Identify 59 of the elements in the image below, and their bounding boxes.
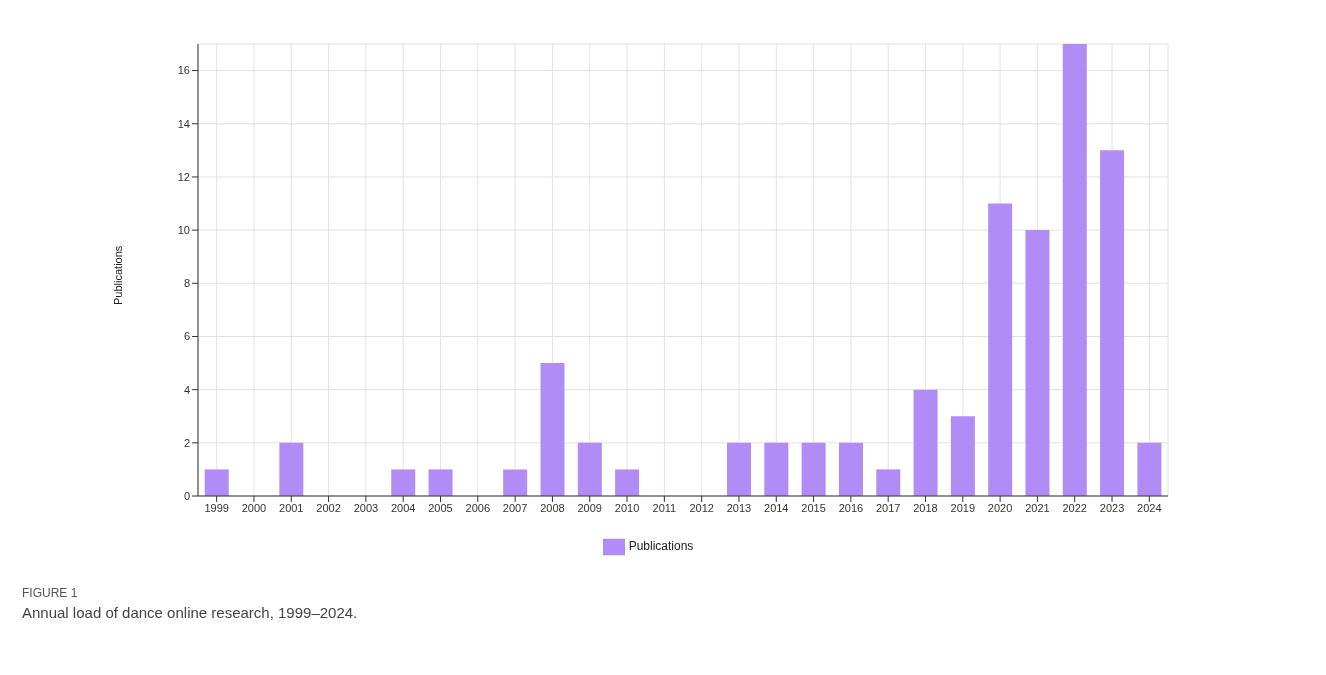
bar <box>913 389 938 496</box>
x-tick-label: 2001 <box>279 501 304 514</box>
bar <box>577 442 602 496</box>
x-tick-label: 2014 <box>764 501 789 514</box>
x-tick-label: 2003 <box>353 501 379 514</box>
bar <box>1137 442 1162 496</box>
bar <box>801 442 826 496</box>
legend-label: Publications <box>628 539 694 554</box>
x-tick-label: 2012 <box>689 501 714 514</box>
x-tick-label: 2008 <box>540 501 565 514</box>
x-tick-label: 2006 <box>465 501 491 514</box>
caption: FIGURE 1 <box>22 586 79 600</box>
y-tick-label: 16 <box>177 64 190 77</box>
y-tick-label: 10 <box>177 224 190 237</box>
x-tick-label: 2011 <box>652 501 677 514</box>
bar <box>391 469 416 496</box>
bar <box>876 469 901 496</box>
x-tick-label: 2024 <box>1137 501 1162 514</box>
y-tick-label: 0 <box>183 489 190 502</box>
bar <box>1062 44 1087 496</box>
x-tick-label: 2007 <box>502 501 528 514</box>
x-tick-label: 2009 <box>577 501 602 514</box>
y-tick-label: 6 <box>183 330 190 343</box>
bar <box>764 442 789 496</box>
bar <box>1025 230 1050 496</box>
y-tick-label: 8 <box>183 277 190 290</box>
x-tick-label: 2010 <box>614 501 640 514</box>
bar <box>838 442 863 496</box>
x-tick-label: 2005 <box>428 501 453 514</box>
x-tick-label: 2004 <box>390 501 416 514</box>
y-tick-label: 2 <box>183 436 190 449</box>
x-tick-label: 1999 <box>204 501 229 514</box>
bar <box>279 442 304 496</box>
x-tick-label: 2020 <box>987 501 1013 514</box>
x-tick-label: 2013 <box>726 501 752 514</box>
text: Annual load of dance online research, 1999–2024. <box>22 604 359 621</box>
bar <box>540 363 565 496</box>
x-tick-label: 2023 <box>1099 501 1125 514</box>
bar <box>204 469 229 496</box>
bar <box>950 416 975 496</box>
y-axis-title: Publications <box>111 245 124 305</box>
bar <box>503 469 528 496</box>
y-tick-label: 14 <box>177 117 190 130</box>
x-tick-label: 2022 <box>1062 501 1087 514</box>
bar <box>1100 150 1125 496</box>
y-tick-label: 12 <box>177 170 190 183</box>
x-tick-label: 2015 <box>801 501 826 514</box>
x-tick-label: 2018 <box>913 501 938 514</box>
bar <box>428 469 453 496</box>
x-tick-label: 2017 <box>875 501 901 514</box>
x-tick-label: 2016 <box>838 501 864 514</box>
bar <box>727 442 752 496</box>
bar <box>615 469 640 496</box>
x-tick-label: 2019 <box>950 501 976 514</box>
y-tick-label: 4 <box>183 383 190 396</box>
bar <box>988 203 1013 496</box>
x-tick-label: 2021 <box>1025 501 1050 514</box>
x-tick-label: 2002 <box>316 501 341 514</box>
x-tick-label: 2000 <box>241 501 267 514</box>
